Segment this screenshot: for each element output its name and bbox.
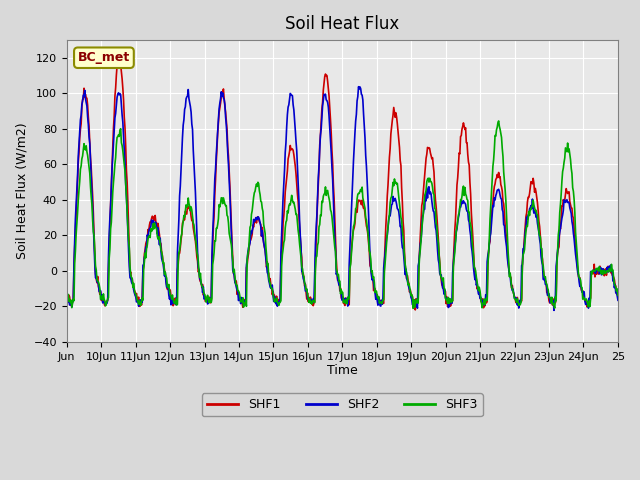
SHF1: [431, 197, 439, 203]
Text: BC_met: BC_met: [78, 51, 130, 64]
Line: SHF2: SHF2: [67, 87, 618, 311]
SHF2: [355, 84, 362, 90]
Line: SHF3: SHF3: [67, 121, 618, 308]
SHF3: [127, 275, 135, 280]
SHF1: [400, 228, 408, 234]
Y-axis label: Soil Heat Flux (W/m2): Soil Heat Flux (W/m2): [15, 123, 28, 259]
SHF1: [278, 249, 285, 255]
SHF1: [129, 276, 136, 281]
Legend: SHF1, SHF2, SHF3: SHF1, SHF2, SHF3: [202, 394, 483, 417]
SHF2: [550, 308, 558, 313]
X-axis label: Time: Time: [327, 364, 358, 377]
SHF3: [614, 292, 622, 298]
SHF2: [229, 267, 237, 273]
SHF1: [115, 53, 122, 59]
Line: SHF1: SHF1: [67, 56, 618, 310]
SHF3: [256, 192, 264, 197]
SHF1: [257, 222, 264, 228]
SHF2: [431, 216, 438, 222]
SHF3: [410, 305, 417, 311]
SHF2: [614, 298, 622, 303]
SHF3: [277, 298, 285, 303]
SHF2: [127, 279, 135, 285]
SHF1: [412, 307, 419, 313]
SHF2: [277, 250, 285, 255]
Title: Soil Heat Flux: Soil Heat Flux: [285, 15, 399, 33]
SHF2: [400, 254, 408, 260]
SHF3: [63, 296, 70, 302]
SHF3: [495, 118, 502, 124]
SHF1: [63, 288, 70, 294]
SHF3: [399, 234, 407, 240]
SHF3: [431, 206, 438, 212]
SHF1: [230, 271, 237, 276]
SHF2: [63, 289, 70, 295]
SHF2: [256, 220, 264, 226]
SHF1: [614, 293, 622, 299]
SHF3: [229, 258, 237, 264]
